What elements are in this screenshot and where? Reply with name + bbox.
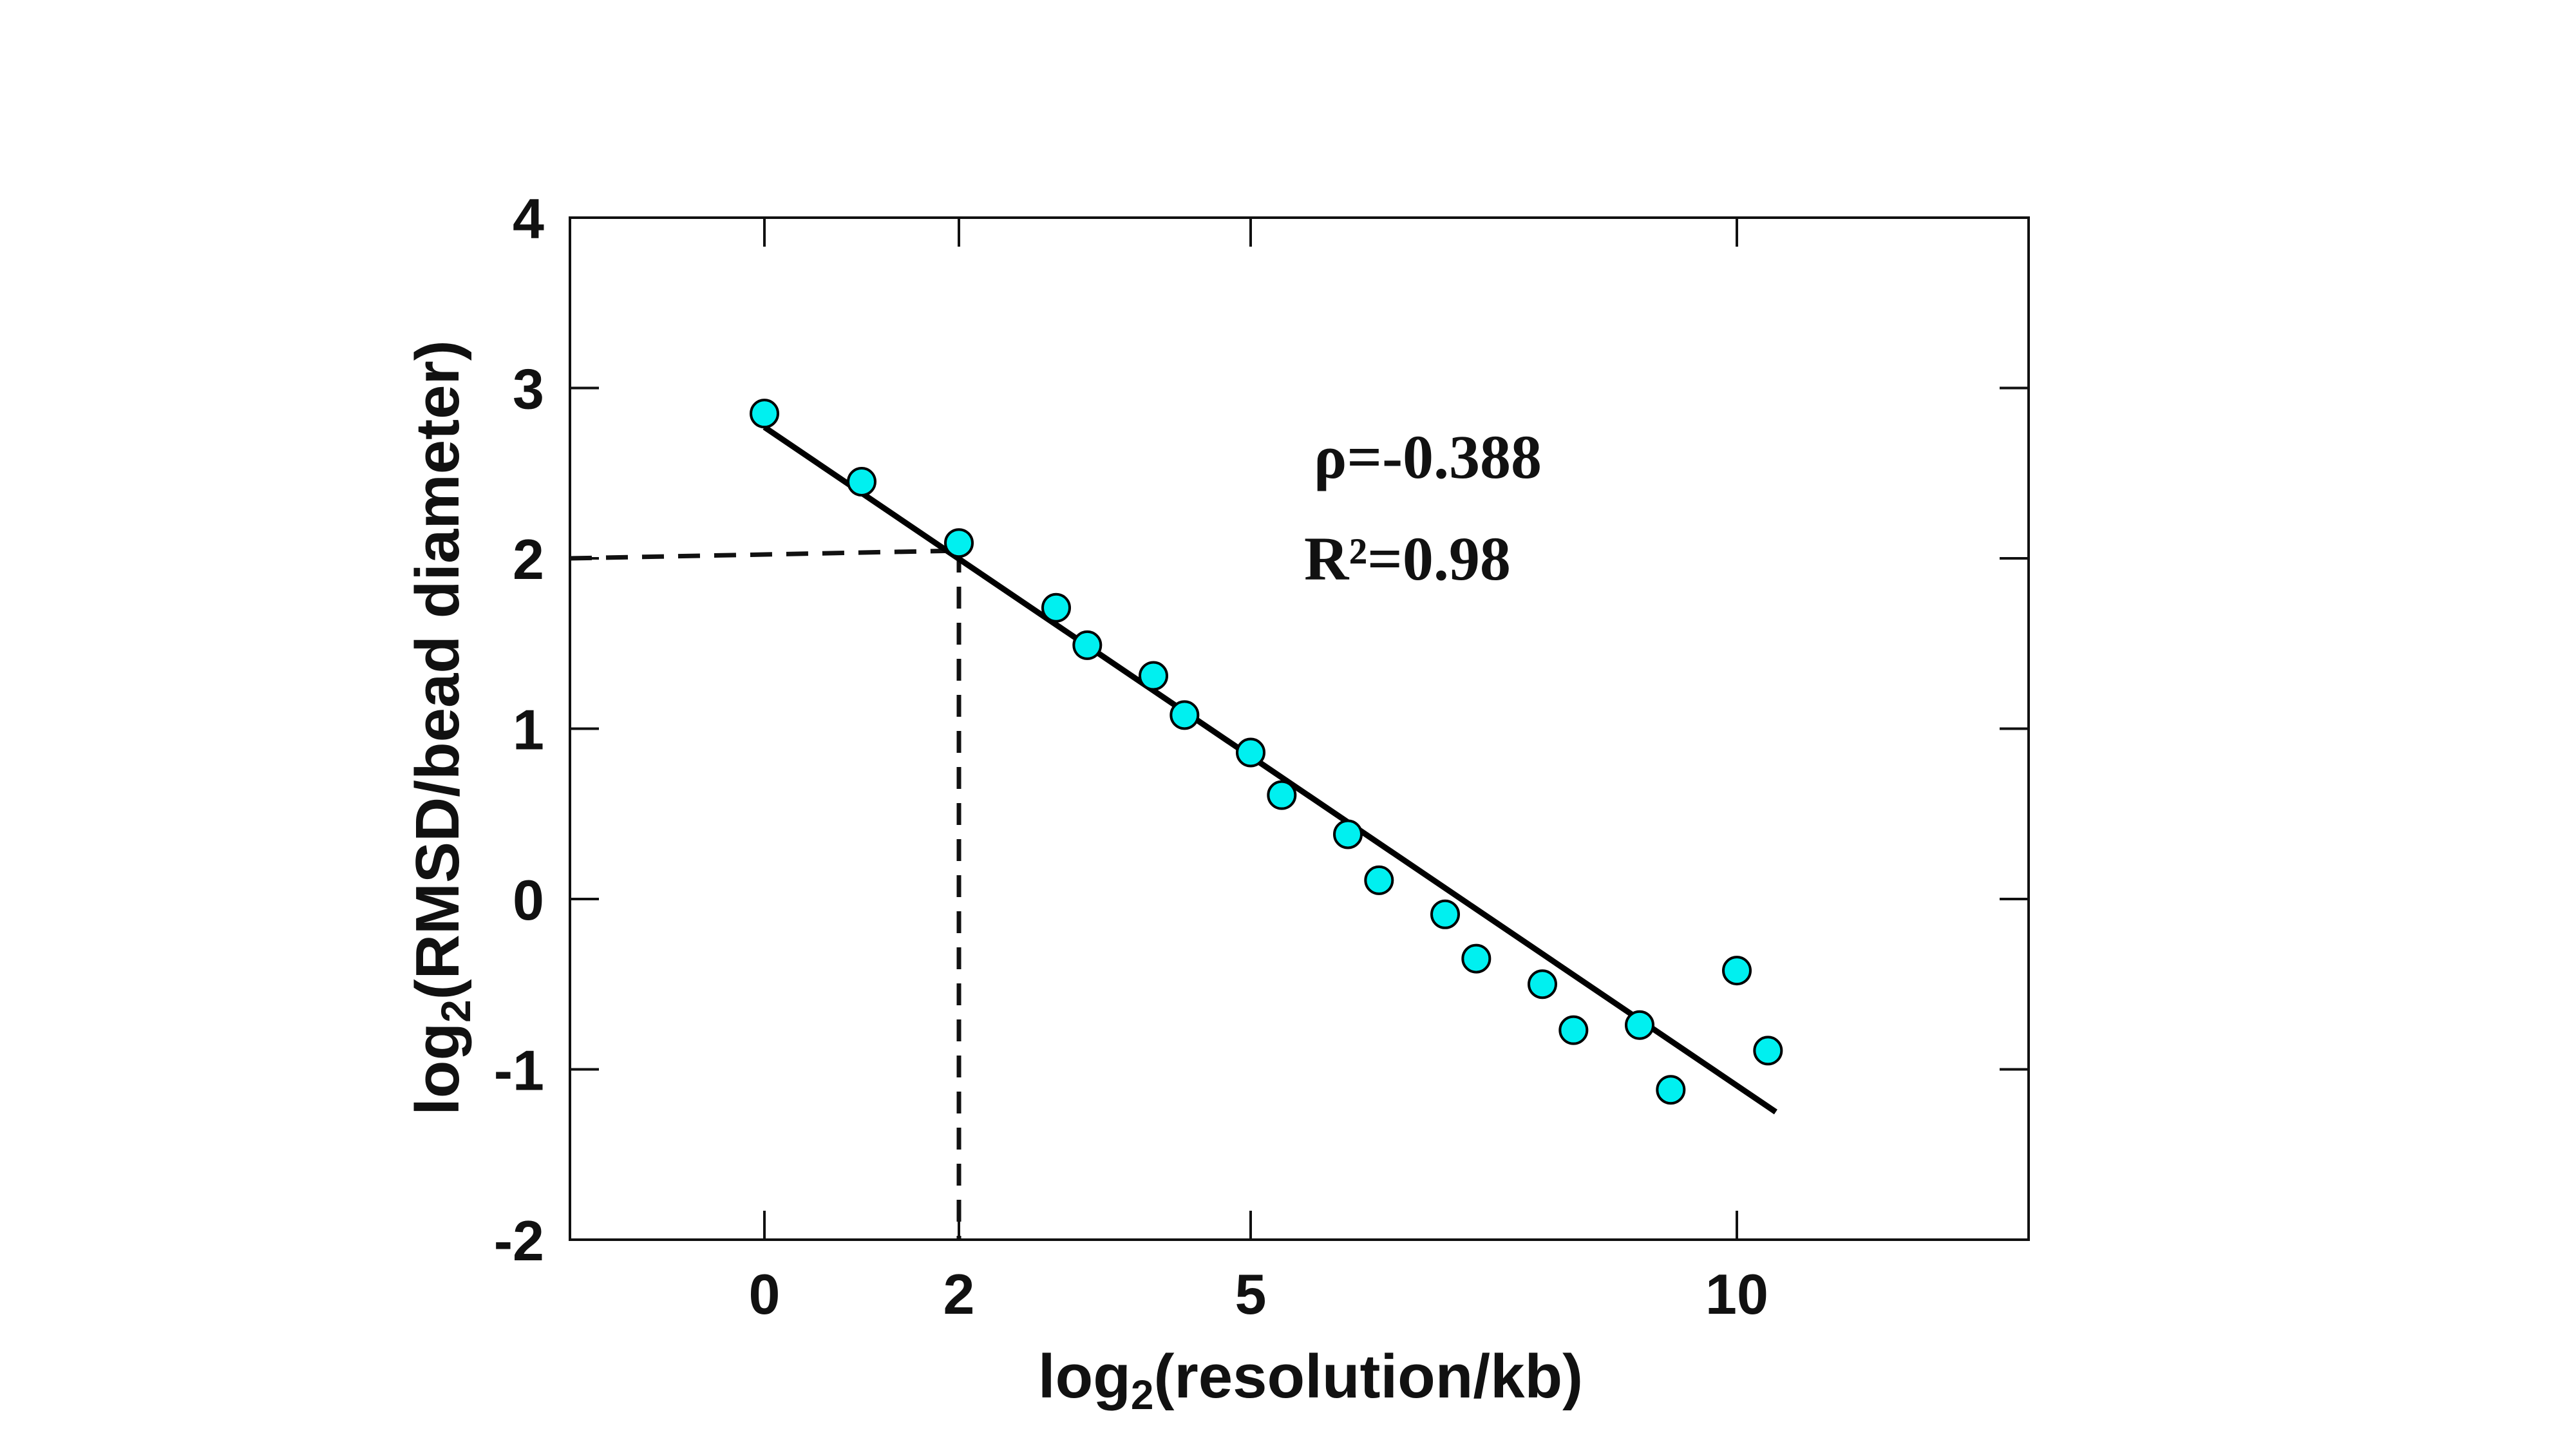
data-point: [1722, 956, 1752, 986]
annotation-r2: R²=0.98: [1304, 524, 1511, 593]
data-point: [1558, 1015, 1589, 1045]
data-point: [1753, 1036, 1783, 1066]
data-point: [1072, 630, 1103, 660]
data-point: [1430, 899, 1460, 929]
x-tick-label: 10: [1705, 1262, 1768, 1326]
x-axis-label: log2(resolution/kb): [1038, 1342, 1583, 1418]
data-point: [750, 399, 779, 429]
annotation-rho: ρ=-0.388: [1314, 422, 1542, 491]
tick-labels: 0 2 5 10 -2 -1 0 1 2 3 4: [494, 187, 1768, 1326]
data-point: [1139, 661, 1168, 691]
x-tick-label: 5: [1235, 1262, 1267, 1326]
y-axis-label: log2(RMSD/bead diameter): [403, 340, 479, 1115]
fit-line: [762, 424, 1777, 1115]
data-point: [1528, 969, 1557, 999]
data-point: [1267, 780, 1297, 810]
data-point: [1625, 1010, 1654, 1040]
y-tick-label: 0: [513, 868, 544, 932]
data-point: [944, 528, 974, 558]
fit-line-group: [762, 424, 1777, 1115]
y-tick-label: 3: [513, 357, 544, 421]
data-point: [1041, 592, 1071, 623]
data-point: [1333, 819, 1363, 849]
data-point: [847, 466, 876, 497]
y-tick-label: 1: [513, 698, 544, 762]
x-tick-label: 0: [749, 1262, 781, 1326]
reference-line-horizontal: [569, 548, 960, 561]
y-tick-label: -2: [494, 1209, 544, 1273]
data-point: [1364, 865, 1394, 895]
data-points: [750, 399, 1783, 1105]
y-tick-label: -1: [494, 1039, 544, 1103]
data-point: [1461, 943, 1492, 974]
data-point: [1656, 1075, 1686, 1105]
axis-ticks: [570, 216, 2029, 1241]
data-point: [1170, 700, 1200, 730]
y-tick-label: 4: [513, 187, 544, 251]
y-tick-label: 2: [513, 527, 544, 591]
plot-frame: [569, 216, 2030, 1241]
reference-lines: [569, 548, 961, 1240]
x-tick-label: 2: [943, 1262, 975, 1326]
data-point: [1236, 737, 1265, 768]
